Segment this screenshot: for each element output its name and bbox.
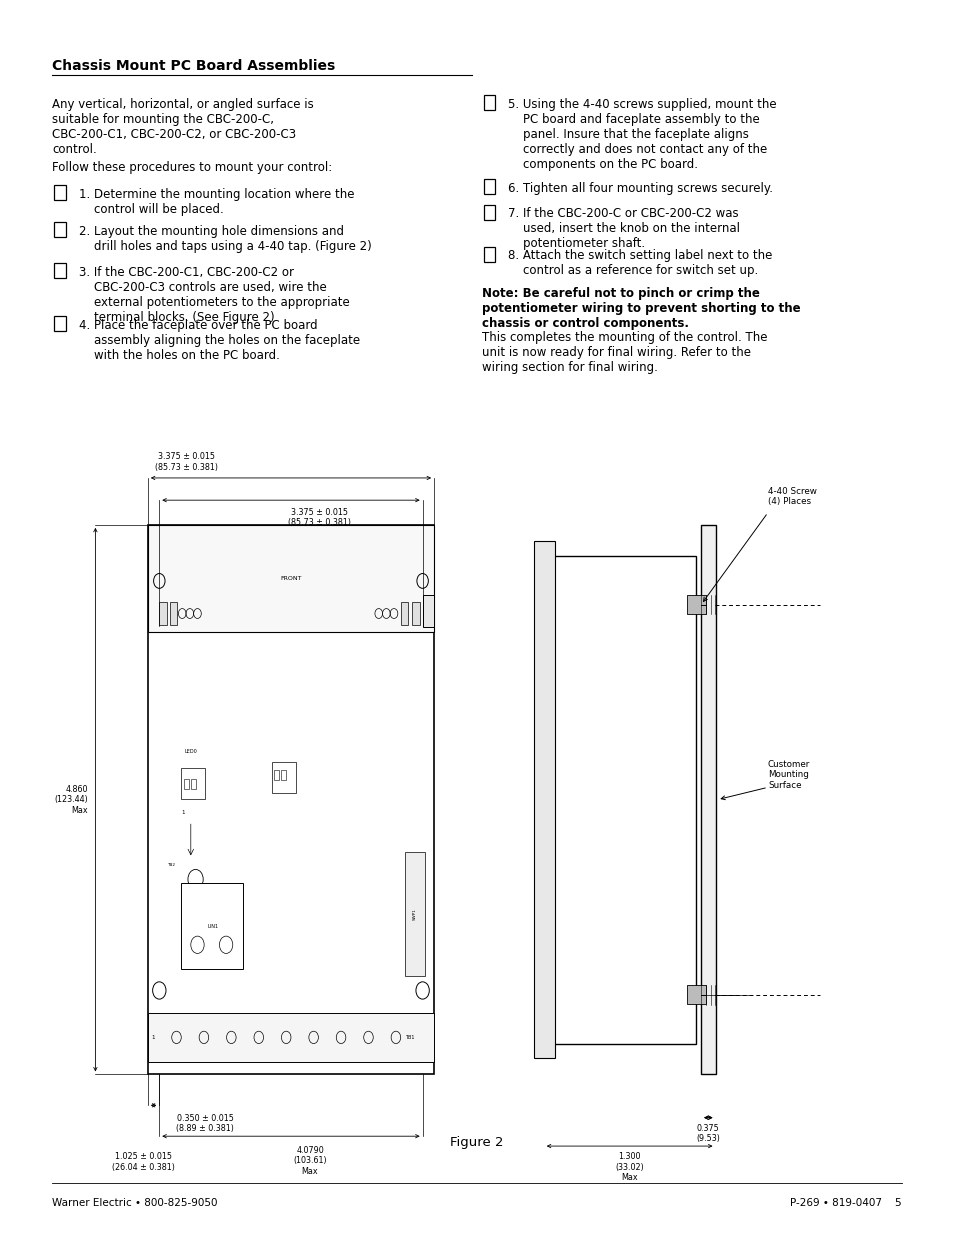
Text: Chassis Mount PC Board Assemblies: Chassis Mount PC Board Assemblies: [52, 59, 335, 73]
Text: 4. Place the faceplate over the PC board
    assembly aligning the holes on the : 4. Place the faceplate over the PC board…: [79, 319, 360, 362]
Text: 3.375 ± 0.015
(85.73 ± 0.381): 3.375 ± 0.015 (85.73 ± 0.381): [154, 452, 217, 472]
Text: 5. Using the 4-40 screws supplied, mount the
    PC board and faceplate assembly: 5. Using the 4-40 screws supplied, mount…: [508, 98, 777, 170]
Text: Any vertical, horizontal, or angled surface is
suitable for mounting the CBC-200: Any vertical, horizontal, or angled surf…: [52, 98, 314, 156]
Bar: [54, 263, 66, 278]
Text: Follow these procedures to mount your control:: Follow these procedures to mount your co…: [52, 161, 333, 174]
Text: Customer
Mounting
Surface: Customer Mounting Surface: [767, 760, 809, 790]
Text: TB2: TB2: [167, 862, 174, 867]
Text: 6. Tighten all four mounting screws securely.: 6. Tighten all four mounting screws secu…: [508, 182, 773, 195]
Bar: [54, 222, 66, 237]
Text: 4-40 Screw
(4) Places: 4-40 Screw (4) Places: [767, 487, 816, 506]
Bar: [148, 1013, 434, 1062]
Text: 1. Determine the mounting location where the
    control will be placed.: 1. Determine the mounting location where…: [79, 188, 355, 216]
Text: 2. Layout the mounting hole dimensions and
    drill holes and taps using a 4-40: 2. Layout the mounting hole dimensions a…: [79, 225, 372, 253]
Bar: [54, 316, 66, 331]
Bar: [159, 603, 167, 625]
Bar: [274, 771, 278, 781]
Text: 4.860
(123.44)
Max: 4.860 (123.44) Max: [54, 784, 88, 815]
Text: Figure 2: Figure 2: [450, 1136, 503, 1150]
Text: 1.300
(33.02)
Max: 1.300 (33.02) Max: [615, 1152, 643, 1182]
Bar: [483, 95, 495, 110]
Bar: [543, 556, 696, 1044]
Bar: [148, 525, 434, 632]
Text: 1.025 ± 0.015
(26.04 ± 0.381): 1.025 ± 0.015 (26.04 ± 0.381): [112, 1152, 174, 1172]
Text: P-269 • 819-0407    5: P-269 • 819-0407 5: [789, 1198, 901, 1208]
Text: LED0: LED0: [184, 750, 197, 755]
Bar: [170, 603, 177, 625]
Bar: [405, 852, 424, 976]
Bar: [281, 771, 286, 781]
Bar: [700, 525, 715, 1074]
Text: SWP1: SWP1: [413, 908, 416, 920]
Text: 7. If the CBC-200-C or CBC-200-C2 was
    used, insert the knob on the internal
: 7. If the CBC-200-C or CBC-200-C2 was us…: [508, 207, 740, 251]
Bar: [54, 185, 66, 200]
Text: 3.375 ± 0.015
(85.73 ± 0.381): 3.375 ± 0.015 (85.73 ± 0.381): [288, 508, 351, 527]
Bar: [483, 179, 495, 194]
Bar: [272, 762, 295, 793]
Bar: [184, 779, 189, 789]
Text: 3. If the CBC-200-C1, CBC-200-C2 or
    CBC-200-C3 controls are used, wire the
 : 3. If the CBC-200-C1, CBC-200-C2 or CBC-…: [79, 266, 350, 324]
Bar: [400, 603, 408, 625]
Bar: [686, 595, 705, 614]
Bar: [148, 525, 434, 1074]
Text: 1: 1: [152, 1035, 155, 1040]
Text: Warner Electric • 800-825-9050: Warner Electric • 800-825-9050: [52, 1198, 217, 1208]
Bar: [422, 595, 434, 627]
Bar: [534, 541, 555, 1058]
Bar: [181, 883, 243, 969]
Text: This completes the mounting of the control. The
unit is now ready for final wiri: This completes the mounting of the contr…: [481, 331, 766, 374]
Text: LIN1: LIN1: [207, 924, 218, 929]
Bar: [191, 779, 195, 789]
Bar: [483, 205, 495, 220]
Text: 0.350 ± 0.015
(8.89 ± 0.381): 0.350 ± 0.015 (8.89 ± 0.381): [176, 1114, 233, 1134]
Text: 8. Attach the switch setting label next to the
    control as a reference for sw: 8. Attach the switch setting label next …: [508, 249, 772, 278]
Bar: [181, 768, 205, 799]
Text: TB1: TB1: [405, 1035, 415, 1040]
Text: 1: 1: [181, 810, 185, 815]
Text: 4.0790
(103.61)
Max: 4.0790 (103.61) Max: [293, 1146, 327, 1176]
Bar: [686, 986, 705, 1004]
Bar: [412, 603, 419, 625]
Text: FRONT: FRONT: [280, 576, 301, 580]
Bar: [483, 247, 495, 262]
Text: Note: Be careful not to pinch or crimp the
potentiometer wiring to prevent short: Note: Be careful not to pinch or crimp t…: [481, 287, 800, 330]
Text: 0.375
(9.53): 0.375 (9.53): [696, 1124, 720, 1144]
